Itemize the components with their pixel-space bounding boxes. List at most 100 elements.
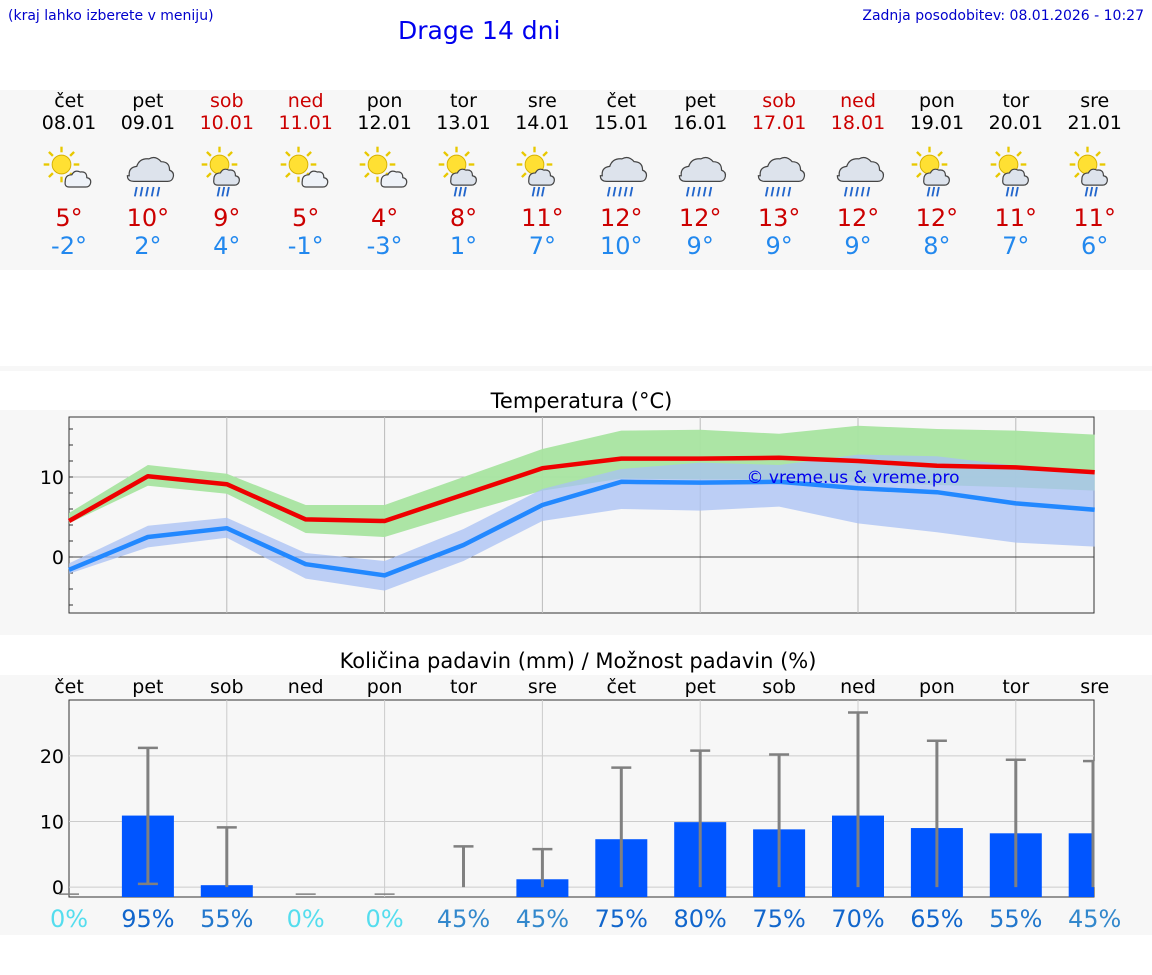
day-date: 21.01	[1067, 112, 1122, 134]
day-column: sob 17.01 13° 9°	[739, 90, 819, 260]
rain-cloud-icon	[836, 156, 885, 197]
day-date: 18.01	[830, 112, 886, 134]
day-name: pet	[132, 90, 164, 112]
day-name: čet	[606, 90, 637, 112]
day-name: čet	[54, 90, 84, 112]
sun-cloud-icon	[359, 146, 407, 188]
sun-cloud-icon	[280, 146, 329, 188]
day-column: sob 10.01 9° 4°	[187, 90, 267, 260]
sun-rain-icon	[201, 146, 240, 197]
temperature-chart: Temperatura (°C) 0 10 © vreme.us & vreme.pr…	[40, 389, 1095, 614]
day-name: tor	[1002, 90, 1030, 112]
day-label: pon	[367, 676, 403, 698]
sun-rain-icon	[517, 146, 556, 197]
day-column: ned 18.01 12° 9°	[818, 90, 898, 260]
precipitation-chart: Količina padavin (mm) / Možnost padavin …	[40, 649, 1122, 933]
precipitation-probability: 55%	[989, 905, 1042, 933]
max-temperature: 9°	[213, 204, 241, 232]
day-date: 17.01	[751, 112, 807, 134]
separator-band	[0, 366, 1152, 371]
max-temperature: 12°	[836, 204, 880, 232]
precipitation-probability: 45%	[1068, 905, 1121, 933]
precipitation-probability: 0%	[366, 905, 404, 933]
rain-cloud-icon	[757, 156, 806, 197]
day-column: sre 14.01 11° 7°	[502, 90, 582, 260]
day-name: sob	[210, 90, 244, 112]
day-date: 12.01	[357, 112, 412, 134]
min-temperature: 2°	[134, 232, 162, 260]
day-name: pet	[684, 90, 716, 112]
day-label: tor	[450, 676, 477, 698]
y-tick-label: 0	[52, 547, 64, 569]
day-column: ned 11.01 5° -1°	[266, 90, 346, 260]
rain-cloud-icon	[678, 156, 727, 197]
max-temperature: 10°	[126, 204, 170, 232]
last-updated: Zadnja posodobitev: 08.01.2026 - 10:27	[862, 8, 1144, 24]
min-temperature: 7°	[1002, 232, 1030, 260]
max-temperature: 13°	[757, 204, 801, 232]
rain-cloud-icon	[126, 156, 174, 197]
day-column: sre 21.01 11° 6°	[1055, 90, 1135, 260]
y-tick-label: 20	[40, 746, 64, 768]
precipitation-probability: 0%	[287, 905, 325, 933]
day-label: sre	[1080, 676, 1109, 698]
precipitation-probability: 55%	[200, 905, 253, 933]
precipitation-probability: 80%	[674, 905, 727, 933]
day-name: tor	[450, 90, 477, 112]
day-label: pet	[132, 676, 163, 698]
day-date: 16.01	[672, 112, 728, 134]
max-temperature: 12°	[600, 204, 643, 232]
min-temperature: 1°	[449, 232, 478, 260]
y-tick-label: 10	[40, 811, 64, 833]
max-temperature-line	[67, 455, 1095, 524]
min-temperature: 4°	[213, 232, 241, 260]
day-label: čet	[607, 676, 637, 698]
max-temperature: 11°	[994, 204, 1038, 232]
precipitation-bar	[1068, 833, 1094, 897]
day-column: čet 15.01 12° 10°	[581, 90, 661, 260]
rain-cloud-icon	[600, 156, 648, 197]
max-temperature: 12°	[678, 204, 722, 232]
day-date: 14.01	[515, 112, 570, 134]
precipitation-bar	[516, 879, 569, 897]
day-name: ned	[840, 90, 876, 112]
day-column: pet 09.01 10° 2°	[108, 90, 188, 260]
y-tick-label: 10	[40, 467, 64, 489]
day-date: 09.01	[120, 112, 176, 134]
day-date: 20.01	[988, 112, 1043, 134]
day-label: pon	[919, 676, 955, 698]
day-column: čet 08.01 5° -2°	[29, 90, 109, 260]
sun-rain-icon	[990, 146, 1029, 197]
min-temperature: 7°	[528, 232, 557, 260]
day-name: pon	[919, 90, 955, 112]
max-temperature: 4°	[370, 204, 399, 232]
min-temperature: -1°	[287, 232, 324, 260]
min-temperature: 9°	[765, 232, 793, 260]
precipitation-probability: 45%	[437, 905, 490, 933]
day-date: 11.01	[278, 112, 333, 134]
sun-cloud-icon	[43, 146, 92, 188]
sun-rain-icon	[1069, 146, 1108, 197]
precipitation-probability: 95%	[121, 905, 174, 933]
day-name: sob	[762, 90, 796, 112]
precipitation-probability: 75%	[595, 905, 648, 933]
day-label: tor	[1002, 676, 1029, 698]
chart-title: Temperatura (°C)	[490, 389, 673, 413]
min-temperature-line	[68, 479, 1095, 578]
max-temperature: 11°	[1073, 204, 1116, 232]
day-column: pon 12.01 4° -3°	[345, 90, 425, 260]
min-temperature: 6°	[1081, 232, 1109, 260]
precipitation-bar	[200, 885, 253, 897]
max-temperature: 11°	[521, 204, 564, 232]
forecast-band	[0, 90, 1152, 270]
sun-rain-icon	[911, 146, 950, 197]
day-column: tor 13.01 8° 1°	[424, 90, 504, 260]
day-label: pet	[685, 676, 716, 698]
day-column: pon 19.01 12° 8°	[897, 90, 977, 260]
day-label: sre	[528, 676, 557, 698]
day-name: pon	[366, 90, 403, 112]
day-label: sob	[762, 676, 796, 698]
day-label: čet	[54, 676, 84, 698]
day-date: 10.01	[199, 112, 254, 134]
day-column: tor 20.01 11° 7°	[976, 90, 1056, 260]
